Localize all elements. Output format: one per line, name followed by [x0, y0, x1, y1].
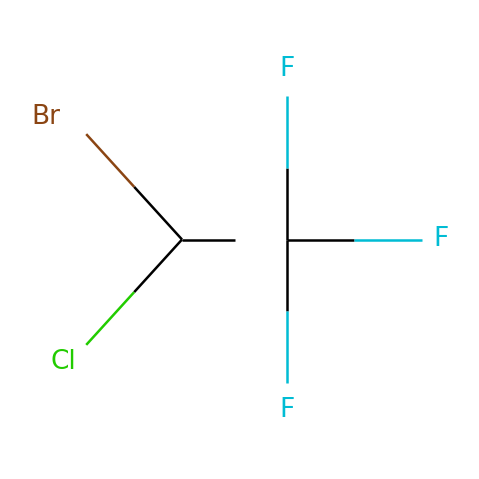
Text: Br: Br	[31, 104, 60, 130]
Text: Cl: Cl	[50, 349, 76, 375]
Text: F: F	[280, 57, 295, 82]
Text: F: F	[280, 397, 295, 422]
Text: F: F	[433, 227, 448, 252]
